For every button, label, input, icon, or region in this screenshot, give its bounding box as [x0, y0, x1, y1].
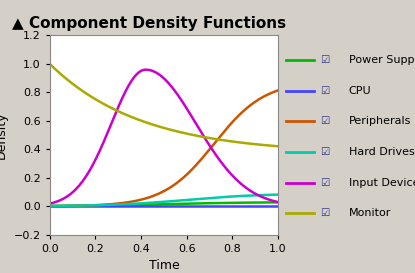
Peripherals — [234, 116, 239, 119]
Peripherals — [171, 184, 176, 187]
Monitor — [276, 145, 281, 148]
Power Supply — [234, 201, 239, 204]
Monitor — [156, 125, 161, 128]
Hard Drives — [157, 200, 162, 204]
Input Devices — [235, 179, 240, 182]
Monitor — [47, 62, 52, 66]
X-axis label: Time: Time — [149, 259, 179, 272]
CPU — [234, 205, 239, 208]
Input Devices — [143, 68, 148, 71]
Monitor — [234, 140, 239, 144]
Text: ☑: ☑ — [320, 116, 329, 126]
CPU — [276, 205, 281, 208]
Power Supply — [270, 201, 275, 204]
Line: Monitor: Monitor — [50, 64, 278, 146]
Input Devices — [156, 73, 161, 76]
Power Supply — [157, 203, 162, 206]
Y-axis label: Density: Density — [0, 111, 8, 159]
Input Devices — [47, 202, 52, 205]
Line: Input Devices: Input Devices — [50, 70, 278, 204]
Hard Drives — [183, 198, 188, 202]
Input Devices — [276, 200, 281, 204]
Text: Power Supply: Power Supply — [349, 55, 415, 65]
Peripherals — [47, 204, 52, 208]
Hard Drives — [47, 204, 52, 207]
Hard Drives — [270, 193, 275, 196]
Text: ☑: ☑ — [320, 86, 329, 96]
Input Devices — [271, 199, 276, 203]
Power Supply — [47, 204, 52, 208]
Hard Drives — [276, 193, 281, 196]
Text: CPU: CPU — [349, 86, 371, 96]
Input Devices — [171, 88, 176, 91]
Text: ☑: ☑ — [320, 55, 329, 65]
CPU — [183, 205, 188, 208]
Hard Drives — [156, 201, 161, 204]
Hard Drives — [234, 195, 239, 198]
CPU — [157, 205, 162, 208]
Peripherals — [156, 192, 161, 195]
Text: Input Devices: Input Devices — [349, 178, 415, 188]
Input Devices — [158, 73, 163, 77]
Peripherals — [183, 174, 188, 177]
Text: Monitor: Monitor — [349, 208, 391, 218]
Text: ☑: ☑ — [320, 208, 329, 218]
Text: Hard Drives: Hard Drives — [349, 147, 414, 157]
Monitor — [171, 129, 176, 132]
Line: Power Supply: Power Supply — [50, 202, 278, 206]
Power Supply — [276, 201, 281, 204]
Power Supply — [171, 202, 176, 206]
CPU — [171, 205, 176, 208]
Text: ☑: ☑ — [320, 147, 329, 157]
Text: Peripherals: Peripherals — [349, 116, 411, 126]
Monitor — [157, 125, 162, 128]
Monitor — [270, 144, 275, 147]
Text: ▲ Component Density Functions: ▲ Component Density Functions — [12, 16, 287, 31]
CPU — [156, 205, 161, 208]
CPU — [270, 205, 275, 208]
Line: Hard Drives: Hard Drives — [50, 195, 278, 206]
Peripherals — [157, 192, 162, 195]
Peripherals — [270, 91, 275, 94]
Power Supply — [183, 202, 188, 205]
Text: ☑: ☑ — [320, 178, 329, 188]
Power Supply — [156, 203, 161, 206]
Hard Drives — [171, 199, 176, 203]
Monitor — [183, 132, 188, 135]
CPU — [47, 205, 52, 208]
Input Devices — [183, 106, 188, 109]
Line: Peripherals: Peripherals — [50, 90, 278, 206]
Peripherals — [276, 89, 281, 92]
